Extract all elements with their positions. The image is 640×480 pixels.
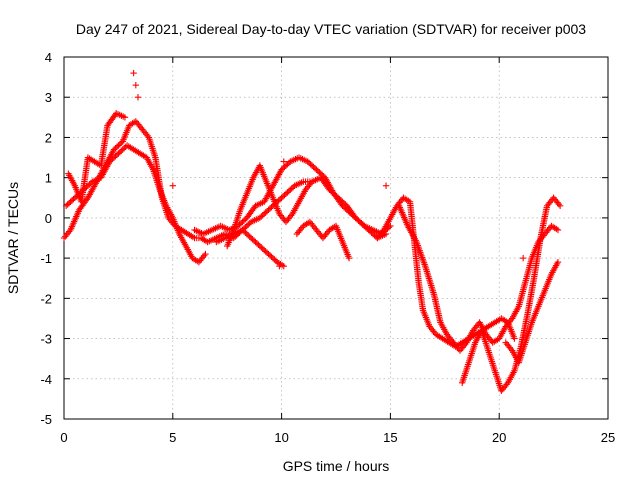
x-tick-label: 20 xyxy=(492,430,506,445)
data-points xyxy=(60,69,564,395)
data-point xyxy=(134,94,142,101)
data-point xyxy=(202,250,209,258)
y-tick-label: -3 xyxy=(40,332,52,347)
y-tick-label: 4 xyxy=(45,50,52,65)
data-point xyxy=(345,254,353,262)
x-tick-label: 15 xyxy=(383,430,397,445)
x-tick-label: 0 xyxy=(60,430,67,445)
data-point xyxy=(276,262,283,270)
data-point xyxy=(121,114,129,121)
y-tick-label: -1 xyxy=(40,251,52,266)
y-tick-label: 0 xyxy=(45,211,52,226)
data-point xyxy=(169,182,176,189)
y-tick-label: 1 xyxy=(45,171,52,186)
y-tick-label: -2 xyxy=(40,291,52,306)
x-tick-labels: 0 5 10 15 20 25 xyxy=(60,430,615,445)
data-point xyxy=(382,182,390,189)
data-point xyxy=(308,178,316,185)
x-tick-label: 5 xyxy=(169,430,176,445)
y-tick-label: -4 xyxy=(40,372,52,387)
data-point xyxy=(556,202,564,210)
data-point xyxy=(511,335,518,342)
data-point xyxy=(130,69,137,77)
data-point xyxy=(387,222,394,230)
data-point xyxy=(519,254,527,262)
y-axis-label: SDTVAR / TECUs xyxy=(5,182,21,294)
axis-ticks xyxy=(63,56,609,420)
y-tick-labels: 4 3 2 1 0 -1 -2 -3 -4 -5 xyxy=(40,50,52,427)
data-point xyxy=(554,258,562,266)
grid xyxy=(64,57,608,419)
x-tick-label: 10 xyxy=(274,430,288,445)
x-tick-label: 25 xyxy=(601,430,615,445)
y-tick-label: -5 xyxy=(40,412,52,427)
data-point xyxy=(132,81,140,89)
chart-title: Day 247 of 2021, Sidereal Day-to-day VTE… xyxy=(76,21,586,37)
y-tick-label: 3 xyxy=(45,90,52,105)
data-point xyxy=(554,226,562,234)
x-axis-label: GPS time / hours xyxy=(283,458,390,474)
data-point xyxy=(280,158,287,165)
y-tick-label: 2 xyxy=(45,130,52,145)
plot-frame xyxy=(63,56,609,420)
